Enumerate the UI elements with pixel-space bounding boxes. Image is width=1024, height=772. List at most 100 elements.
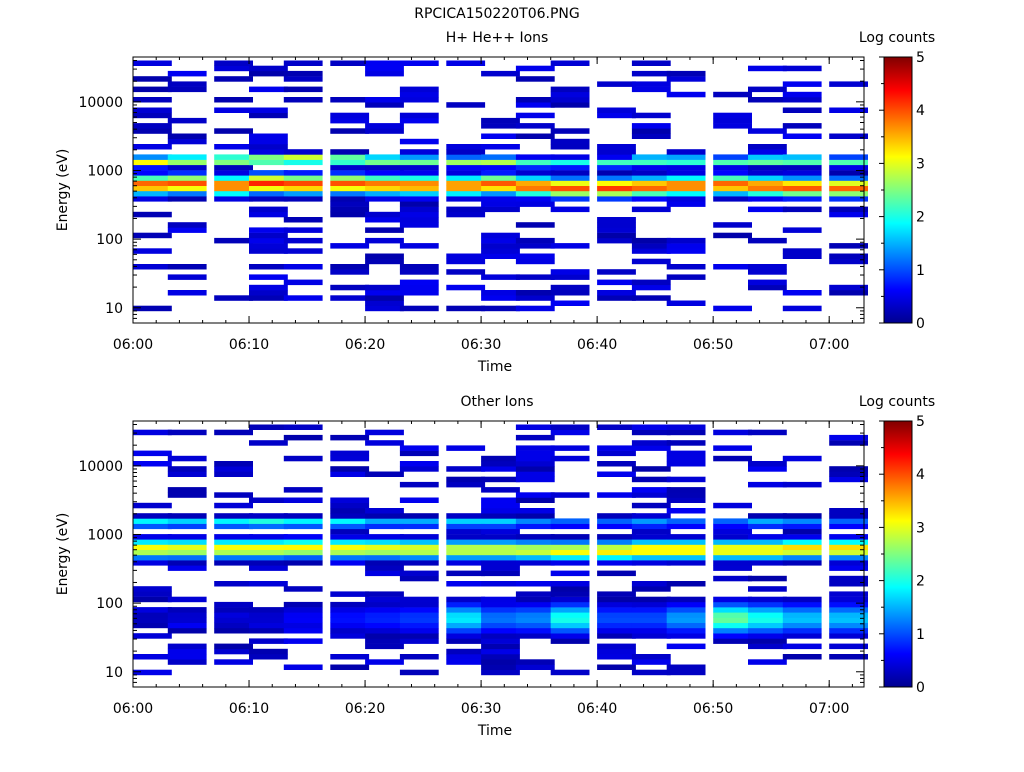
heatmap-cell — [748, 601, 787, 608]
heatmap-cell — [330, 112, 370, 119]
heatmap-cell — [829, 185, 868, 192]
heatmap-cell — [515, 450, 555, 457]
heatmap-cell — [515, 534, 555, 540]
heatmap-cell — [515, 102, 555, 108]
heatmap-cell — [133, 607, 172, 613]
heatmap-cell — [550, 190, 590, 197]
heatmap-cell — [399, 601, 439, 608]
heatmap-cell — [167, 170, 207, 176]
heatmap-cell — [481, 206, 520, 213]
heatmap-cell — [829, 206, 868, 213]
heatmap-cell — [550, 154, 590, 160]
heatmap-cell — [167, 648, 207, 655]
heatmap-cell — [829, 107, 868, 113]
x-tick-label: 06:10 — [229, 701, 269, 717]
heatmap-cell — [365, 565, 404, 571]
heatmap-cell — [515, 554, 555, 561]
heatmap-cell — [782, 227, 822, 233]
heatmap-cell — [829, 466, 868, 472]
heatmap-cell — [283, 70, 323, 77]
heatmap-cell — [214, 622, 253, 629]
heatmap-cell — [133, 669, 172, 676]
heatmap-cell — [365, 154, 404, 160]
heatmap-cell — [365, 633, 404, 639]
heatmap-cell — [365, 513, 404, 519]
heatmap-cell — [515, 258, 555, 265]
heatmap-cell — [631, 133, 671, 139]
heatmap-cell — [446, 513, 486, 519]
heatmap-cell — [330, 534, 370, 540]
heatmap-cell — [399, 138, 439, 145]
heatmap-cell — [133, 617, 172, 623]
heatmap-cell — [782, 539, 822, 545]
x-tick-label: 06:40 — [577, 337, 617, 353]
heatmap-cell — [249, 648, 288, 655]
heatmap-cell — [481, 159, 520, 166]
heatmap-cell — [133, 175, 172, 181]
heatmap-cell — [446, 269, 486, 275]
heatmap-cell — [330, 159, 370, 166]
heatmap-cell — [330, 502, 370, 509]
heatmap-cell — [399, 117, 439, 124]
heatmap-cell — [399, 461, 439, 467]
heatmap-cell — [330, 513, 370, 519]
heatmap-cell — [399, 612, 439, 618]
heatmap-cell — [748, 461, 787, 467]
heatmap-cell — [631, 534, 671, 540]
heatmap-cell — [782, 305, 822, 312]
heatmap-cell — [597, 518, 636, 524]
heatmap-cell — [782, 180, 822, 186]
heatmap-cell — [249, 440, 288, 446]
heatmap-cell — [631, 164, 671, 171]
heatmap-cell — [249, 290, 288, 296]
heatmap-cell — [133, 190, 172, 197]
heatmap-cell — [481, 461, 520, 467]
heatmap-cell — [167, 154, 207, 160]
heatmap-cell — [666, 581, 706, 587]
heatmap-cell — [249, 154, 288, 160]
heatmap-cell — [713, 175, 752, 181]
heatmap-cell — [631, 284, 671, 291]
heatmap-cell — [782, 81, 822, 87]
heatmap-cell — [597, 549, 636, 556]
heatmap-cell — [515, 112, 555, 119]
heatmap-cell — [515, 523, 555, 530]
heatmap-cell — [631, 476, 671, 483]
heatmap-cell — [365, 429, 404, 436]
heatmap-cell — [713, 622, 752, 629]
heatmap-cell — [515, 513, 555, 519]
heatmap-cell — [481, 664, 520, 670]
heatmap-cell — [597, 222, 636, 228]
heatmap-cell — [446, 523, 486, 530]
heatmap-cell — [330, 455, 370, 462]
heatmap-cell — [214, 523, 253, 530]
heatmap-cell — [446, 164, 486, 171]
heatmap-cell — [283, 487, 323, 493]
heatmap-cell — [666, 596, 706, 603]
y-tick-label: 10000 — [78, 95, 123, 111]
heatmap-cell — [782, 133, 822, 139]
heatmap-cell — [550, 290, 590, 296]
heatmap-cell — [365, 539, 404, 545]
heatmap-cell — [330, 154, 370, 160]
heatmap-cell — [133, 164, 172, 171]
heatmap-cell — [399, 539, 439, 545]
heatmap-cell — [597, 149, 636, 155]
heatmap-cell — [748, 180, 787, 186]
heatmap-cell — [666, 185, 706, 192]
heatmap-cell — [283, 86, 323, 93]
colorbar-tick-label: 5 — [916, 414, 925, 430]
heatmap-cell — [631, 528, 671, 535]
heatmap-cell — [631, 180, 671, 186]
heatmap-cell — [631, 196, 671, 202]
heatmap-cell — [748, 164, 787, 171]
heatmap-cell — [631, 123, 671, 129]
heatmap-cell — [713, 180, 752, 186]
heatmap-cell — [829, 81, 868, 87]
heatmap-cell — [446, 149, 486, 155]
heatmap-cell — [631, 170, 671, 176]
heatmap-cell — [550, 144, 590, 150]
heatmap-cell — [597, 622, 636, 629]
heatmap-cell — [446, 628, 486, 634]
y-tick-label: 100 — [96, 596, 123, 612]
